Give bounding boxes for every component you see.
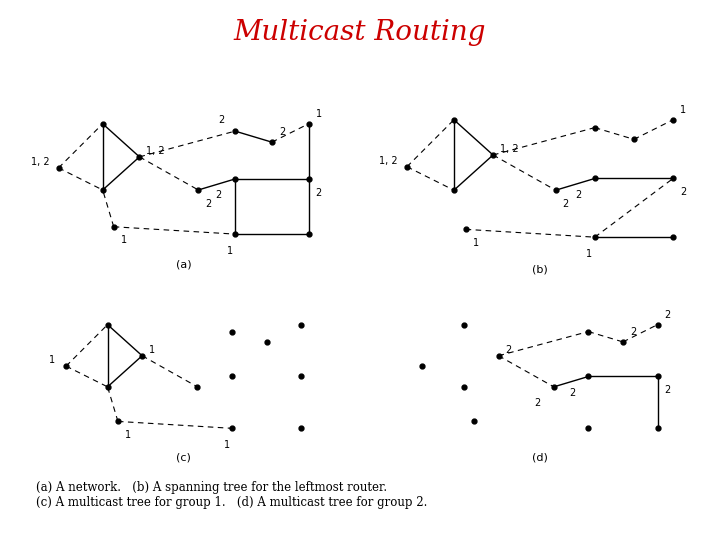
Text: 2: 2: [630, 327, 636, 337]
Text: (a) A network.   (b) A spanning tree for the leftmost router.
(c) A multicast tr: (a) A network. (b) A spanning tree for t…: [36, 481, 428, 509]
Text: Multicast Routing: Multicast Routing: [234, 19, 486, 46]
Text: 2: 2: [569, 388, 575, 398]
Text: 2: 2: [205, 199, 212, 208]
Text: 1: 1: [472, 238, 479, 248]
Text: 1: 1: [227, 246, 233, 255]
Text: 2: 2: [216, 191, 222, 200]
Text: 2: 2: [575, 190, 582, 200]
Text: (a): (a): [176, 260, 192, 270]
Text: 1, 2: 1, 2: [500, 144, 518, 154]
Text: 2: 2: [665, 310, 671, 320]
Text: (d): (d): [532, 453, 548, 463]
Text: 1: 1: [125, 430, 131, 440]
Text: 2: 2: [505, 345, 512, 355]
Text: 2: 2: [665, 385, 671, 395]
Text: 1: 1: [680, 105, 686, 115]
Text: 1, 2: 1, 2: [146, 146, 165, 156]
Text: 1: 1: [315, 109, 322, 119]
Text: 2: 2: [534, 399, 541, 408]
Text: 2: 2: [218, 115, 225, 125]
Text: 2: 2: [315, 187, 322, 198]
Text: 1, 2: 1, 2: [31, 157, 50, 167]
Text: (c): (c): [176, 453, 191, 463]
Text: 2: 2: [562, 199, 569, 209]
Text: 1: 1: [50, 355, 55, 366]
Text: 1: 1: [121, 235, 127, 245]
Text: 2: 2: [680, 187, 686, 197]
Text: 2: 2: [279, 127, 285, 137]
Text: 1: 1: [587, 248, 593, 259]
Text: (b): (b): [532, 265, 548, 274]
Text: 1: 1: [224, 440, 230, 450]
Text: 1: 1: [149, 345, 156, 355]
Text: 1, 2: 1, 2: [379, 156, 398, 166]
